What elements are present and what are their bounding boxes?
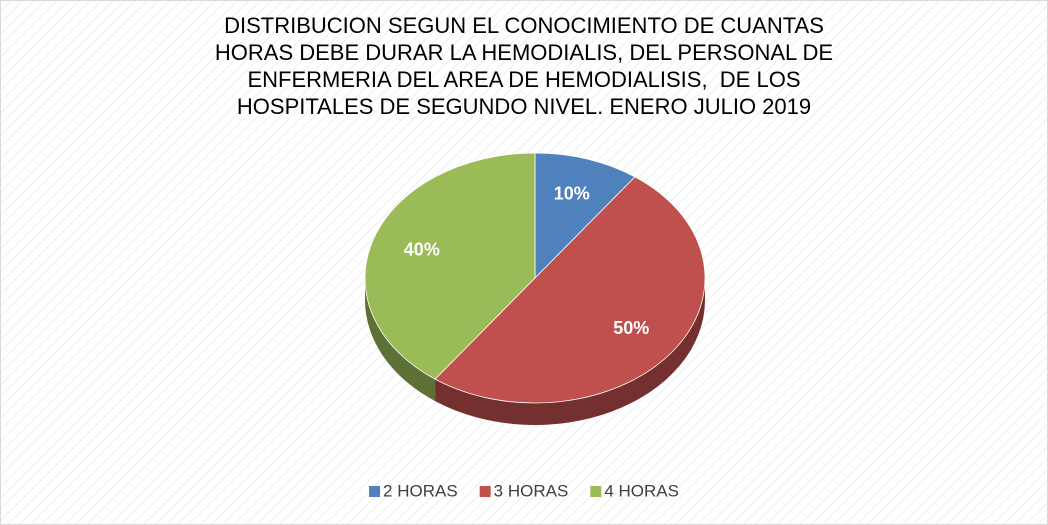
- legend-swatch: [479, 486, 491, 497]
- data-label: 10%: [554, 184, 590, 204]
- legend-swatch: [590, 486, 602, 497]
- slice: [434, 176, 706, 404]
- data-label: 50%: [613, 318, 649, 338]
- legend-label: 4 HORAS: [604, 481, 679, 500]
- legend-label: 3 HORAS: [494, 481, 569, 500]
- legend-label: 2 HORAS: [383, 481, 458, 500]
- slice-side: [365, 278, 436, 402]
- slice: [364, 152, 536, 380]
- chart-title: DISTRIBUCION SEGUN EL CONOCIMIENTO DE CU…: [214, 13, 834, 119]
- legend-swatch: [369, 486, 381, 497]
- slice-side: [435, 278, 705, 426]
- data-label: 40%: [404, 240, 440, 260]
- slice: [534, 152, 636, 279]
